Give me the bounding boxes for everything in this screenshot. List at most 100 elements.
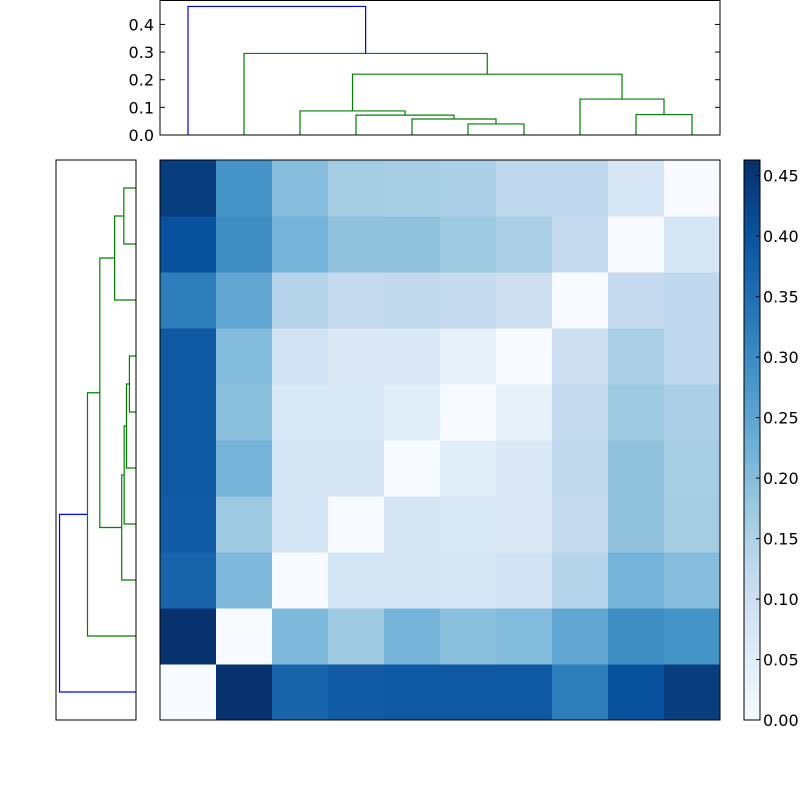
heatmap-cell <box>496 384 553 441</box>
heatmap-cell <box>216 552 273 609</box>
colorbar-segment <box>744 632 760 637</box>
colorbar-segment <box>744 236 760 241</box>
heatmap-cell <box>272 496 329 553</box>
heatmap-cell <box>496 160 553 217</box>
colorbar-segment <box>744 708 760 713</box>
colorbar-segment <box>744 460 760 465</box>
colorbar-segment <box>744 528 760 533</box>
colorbar-segment <box>744 540 760 545</box>
colorbar-segment <box>744 520 760 525</box>
heatmap-cell <box>216 216 273 273</box>
heatmap-cell <box>384 216 441 273</box>
colorbar-segment <box>744 188 760 193</box>
colorbar-tick-label: 0.45 <box>763 167 799 186</box>
colorbar-segment <box>744 164 760 169</box>
colorbar-segment <box>744 212 760 217</box>
dendrogram-link <box>351 73 623 111</box>
colorbar-tick-label: 0.00 <box>763 711 799 730</box>
heatmap-cell <box>328 440 385 497</box>
colorbar-tick-label: 0.30 <box>763 348 799 367</box>
heatmap-cell <box>384 552 441 609</box>
colorbar-segment <box>744 412 760 417</box>
dendrogram-link <box>467 123 525 135</box>
colorbar-segment <box>744 292 760 297</box>
heatmap-cell <box>384 440 441 497</box>
colorbar-segment <box>744 160 760 165</box>
colorbar-segment <box>744 464 760 469</box>
colorbar-segment <box>744 384 760 389</box>
heatmap-cell <box>496 328 553 385</box>
heatmap-cell <box>496 272 553 329</box>
heatmap-cell <box>160 608 217 665</box>
colorbar-segment <box>744 300 760 305</box>
colorbar-segment <box>744 180 760 185</box>
colorbar-segment <box>744 696 760 701</box>
heatmap-cell <box>384 608 441 665</box>
heatmap-cell <box>160 216 217 273</box>
colorbar-segment <box>744 184 760 189</box>
colorbar-segment <box>744 372 760 377</box>
colorbar-segment <box>744 472 760 477</box>
heatmap-cell <box>496 216 553 273</box>
colorbar-tick-label: 0.15 <box>763 530 799 549</box>
heatmap-cell <box>440 440 497 497</box>
colorbar-tick-label: 0.40 <box>763 227 799 246</box>
left-dendrogram-frame <box>55 159 137 721</box>
heatmap-cell <box>328 272 385 329</box>
dendrogram-link <box>187 5 367 135</box>
colorbar-segment <box>744 700 760 705</box>
heatmap-cell <box>384 384 441 441</box>
heatmap-cell <box>160 272 217 329</box>
heatmap-cell <box>440 608 497 665</box>
heatmap-cell <box>440 272 497 329</box>
heatmap-cell <box>608 664 665 721</box>
colorbar-segment <box>744 656 760 661</box>
colorbar-segment <box>744 616 760 621</box>
colorbar-segment <box>744 612 760 617</box>
colorbar-segment <box>744 660 760 665</box>
colorbar-segment <box>744 496 760 501</box>
colorbar-segment <box>744 576 760 581</box>
colorbar-segment <box>744 512 760 517</box>
heatmap-cell <box>552 384 609 441</box>
colorbar-segment <box>744 348 760 353</box>
colorbar-segment <box>744 404 760 409</box>
colorbar-segment <box>744 312 760 317</box>
heatmap-cell <box>664 160 721 217</box>
heatmap-cell <box>328 608 385 665</box>
colorbar-segment <box>744 400 760 405</box>
heatmap-cell <box>496 608 553 665</box>
colorbar-segment <box>744 652 760 657</box>
heatmap-cell <box>664 272 721 329</box>
heatmap-cell <box>664 440 721 497</box>
heatmap-cell <box>328 160 385 217</box>
heatmap-cell <box>440 664 497 721</box>
colorbar-segment <box>744 436 760 441</box>
heatmap <box>159 159 721 721</box>
colorbar-segment <box>744 224 760 229</box>
colorbar-segment <box>744 564 760 569</box>
colorbar-segment <box>744 516 760 521</box>
heatmap-cell <box>496 552 553 609</box>
heatmap-cell <box>160 552 217 609</box>
heatmap-cell <box>664 384 721 441</box>
colorbar-segment <box>744 260 760 265</box>
colorbar-segment <box>744 168 760 173</box>
heatmap-cell <box>608 440 665 497</box>
dendrogram-link <box>99 257 122 529</box>
colorbar-segment <box>744 284 760 289</box>
colorbar-segment <box>744 480 760 485</box>
heatmap-cell <box>328 384 385 441</box>
colorbar-segment <box>744 396 760 401</box>
heatmap-cell <box>384 160 441 217</box>
top-dendrogram-frame <box>159 0 721 136</box>
heatmap-cell <box>272 328 329 385</box>
heatmap-cell <box>552 552 609 609</box>
heatmap-cell <box>216 608 273 665</box>
heatmap-cell <box>384 328 441 385</box>
heatmap-cell <box>552 216 609 273</box>
colorbar-segment <box>744 608 760 613</box>
heatmap-cell <box>664 664 721 721</box>
colorbar-segment <box>744 452 760 457</box>
